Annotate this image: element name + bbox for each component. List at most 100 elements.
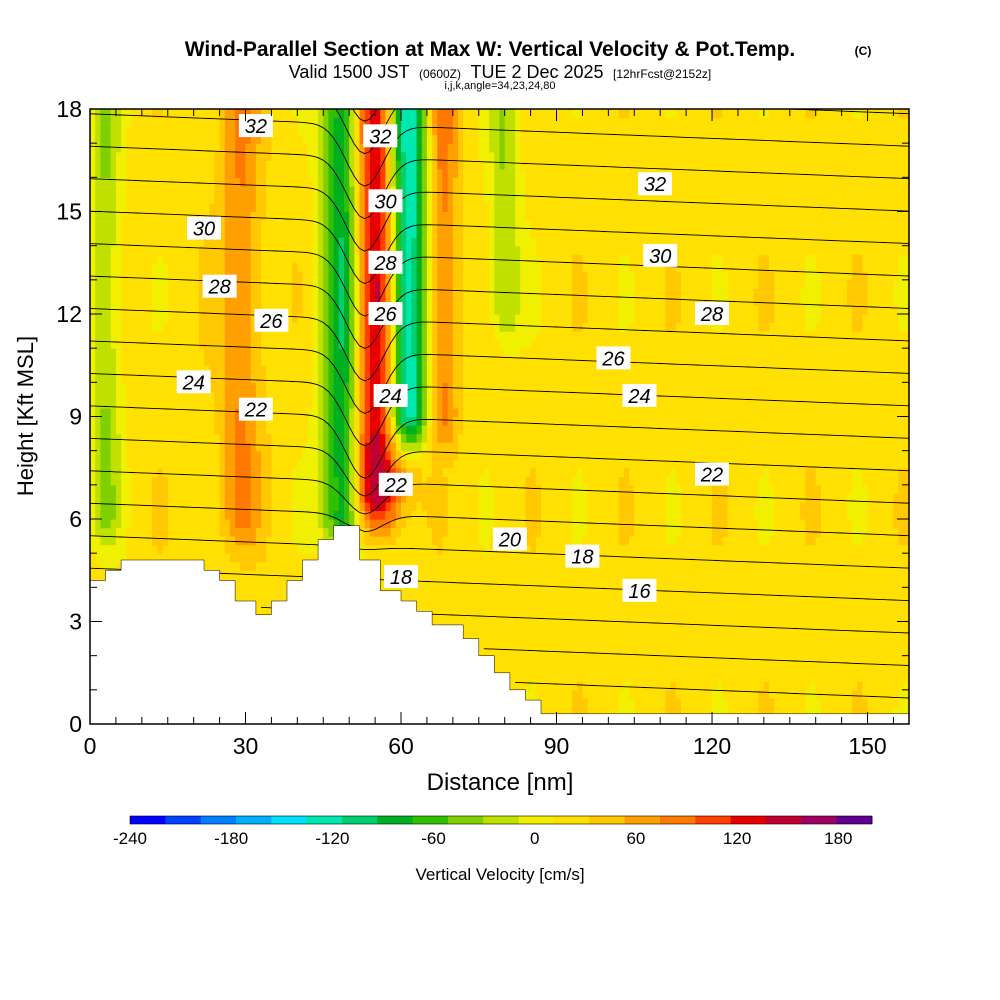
velocity-cell xyxy=(95,194,101,204)
velocity-cell xyxy=(333,279,340,289)
velocity-cell xyxy=(90,322,96,332)
velocity-cell xyxy=(110,527,117,537)
velocity-cell xyxy=(401,314,407,324)
velocity-cell xyxy=(136,501,143,512)
velocity-cell xyxy=(281,288,288,298)
velocity-cell xyxy=(318,271,324,281)
velocity-cell xyxy=(406,519,412,529)
velocity-cell xyxy=(432,450,438,460)
velocity-cell xyxy=(224,168,231,178)
velocity-cell xyxy=(183,399,190,409)
velocity-cell xyxy=(343,177,350,187)
velocity-cell xyxy=(442,339,449,349)
velocity-cell xyxy=(406,459,412,469)
velocity-cell xyxy=(359,399,366,409)
velocity-cell xyxy=(276,587,283,597)
velocity-cell xyxy=(245,356,252,366)
velocity-cell xyxy=(292,305,298,315)
velocity-cell xyxy=(349,339,355,349)
velocity-cell xyxy=(250,536,257,546)
velocity-cell xyxy=(385,467,392,477)
velocity-cell xyxy=(100,211,107,221)
velocity-cell xyxy=(245,595,252,606)
velocity-cell xyxy=(364,425,371,435)
velocity-cell xyxy=(250,168,257,178)
velocity-cell xyxy=(266,271,273,281)
velocity-cell xyxy=(411,553,418,563)
velocity-cell xyxy=(333,459,340,469)
velocity-cell xyxy=(250,314,257,324)
velocity-cell xyxy=(364,254,371,264)
velocity-cell xyxy=(328,126,335,136)
velocity-cell xyxy=(224,211,231,221)
velocity-cell xyxy=(178,459,184,469)
velocity-cell xyxy=(426,553,433,563)
velocity-cell xyxy=(312,433,319,443)
velocity-cell xyxy=(235,288,241,298)
velocity-cell xyxy=(261,288,267,298)
velocity-cell xyxy=(100,109,107,119)
velocity-cell xyxy=(401,587,407,597)
velocity-cell xyxy=(302,331,309,341)
velocity-cell xyxy=(276,126,283,136)
velocity-cell xyxy=(152,425,158,435)
velocity-cell xyxy=(219,194,226,204)
velocity-cell xyxy=(364,262,371,272)
velocity-cell xyxy=(369,365,376,375)
velocity-cell xyxy=(323,117,330,127)
velocity-cell xyxy=(437,407,444,418)
velocity-cell xyxy=(126,407,133,418)
velocity-cell xyxy=(323,245,330,255)
velocity-cell xyxy=(204,407,210,418)
velocity-cell xyxy=(162,331,169,341)
velocity-cell xyxy=(292,433,298,443)
velocity-cell xyxy=(333,476,340,486)
velocity-cell xyxy=(421,407,428,418)
velocity-cell xyxy=(421,416,428,426)
velocity-cell xyxy=(307,459,314,469)
velocity-cell xyxy=(437,160,444,170)
velocity-cell xyxy=(126,399,133,409)
velocity-cell xyxy=(364,288,371,298)
velocity-cell xyxy=(100,467,107,477)
velocity-cell xyxy=(286,314,293,324)
velocity-cell xyxy=(281,578,288,588)
velocity-cell xyxy=(157,109,164,119)
velocity-cell xyxy=(136,407,143,418)
velocity-cell xyxy=(338,519,345,529)
velocity-cell xyxy=(204,202,210,213)
velocity-cell xyxy=(204,134,210,144)
velocity-cell xyxy=(359,501,366,512)
velocity-cell xyxy=(281,279,288,289)
velocity-cell xyxy=(328,143,335,153)
velocity-cell xyxy=(250,288,257,298)
velocity-cell xyxy=(178,117,184,127)
velocity-cell xyxy=(235,254,241,264)
velocity-cell xyxy=(432,527,438,537)
velocity-cell xyxy=(229,339,236,349)
velocity-cell xyxy=(416,237,423,247)
velocity-cell xyxy=(323,356,330,366)
velocity-cell xyxy=(204,314,210,324)
velocity-cell xyxy=(442,561,449,571)
velocity-cell xyxy=(375,484,381,494)
velocity-cell xyxy=(354,450,361,460)
velocity-cell xyxy=(359,467,366,477)
velocity-cell xyxy=(167,202,174,213)
velocity-cell xyxy=(359,211,366,221)
velocity-cell xyxy=(354,322,361,332)
velocity-cell xyxy=(261,194,267,204)
velocity-cell xyxy=(292,160,298,170)
velocity-cell xyxy=(235,553,241,563)
velocity-cell xyxy=(115,296,122,307)
velocity-cell xyxy=(406,416,412,426)
velocity-cell xyxy=(364,194,371,204)
velocity-cell xyxy=(266,527,273,537)
velocity-cell xyxy=(354,459,361,469)
velocity-cell xyxy=(131,501,138,512)
velocity-cell xyxy=(115,151,122,161)
velocity-cell xyxy=(302,425,309,435)
velocity-cell xyxy=(245,237,252,247)
velocity-cell xyxy=(385,288,392,298)
velocity-cell xyxy=(121,134,127,144)
